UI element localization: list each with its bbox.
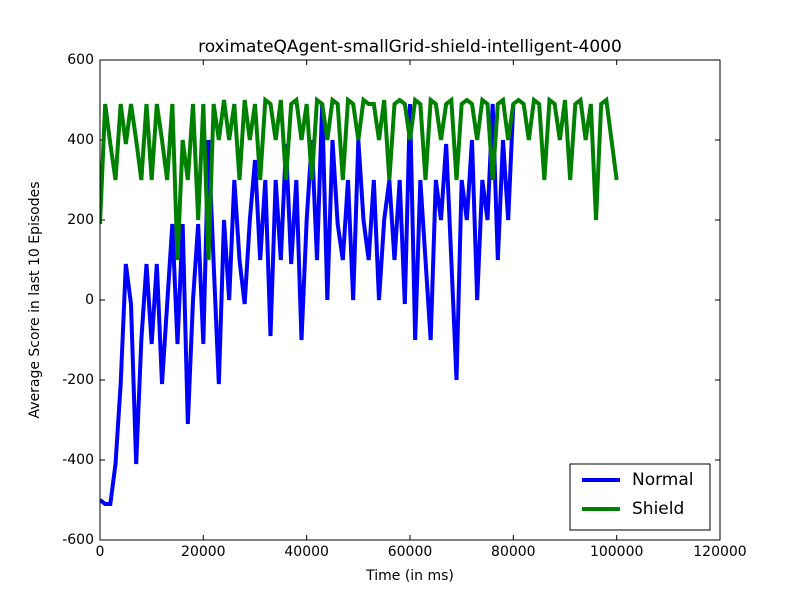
y-tick-label: 0 bbox=[85, 292, 94, 308]
x-tick-label: 40000 bbox=[284, 544, 329, 560]
x-tick-label: 0 bbox=[96, 544, 105, 560]
legend-label: Normal bbox=[632, 470, 694, 490]
chart-title: roximateQAgent-smallGrid-shield-intellig… bbox=[198, 37, 622, 57]
y-tick-label: -400 bbox=[62, 452, 94, 468]
x-tick-label: 60000 bbox=[388, 544, 433, 560]
x-tick-label: 80000 bbox=[491, 544, 536, 560]
legend-label: Shield bbox=[632, 499, 684, 519]
x-tick-label: 120000 bbox=[693, 544, 746, 560]
y-tick-label: 200 bbox=[67, 212, 94, 228]
series-line bbox=[100, 103, 516, 506]
legend-box bbox=[569, 463, 711, 531]
x-tick-label: 100000 bbox=[590, 544, 643, 560]
y-tick-label: 400 bbox=[67, 132, 94, 148]
axes-frame bbox=[99, 59, 721, 541]
x-axis-label: Time (in ms) bbox=[365, 568, 454, 584]
plot-area bbox=[100, 96, 619, 506]
x-tick-label: 20000 bbox=[181, 544, 226, 560]
y-tick-label: 600 bbox=[67, 52, 94, 68]
series-line bbox=[100, 96, 619, 261]
y-axis-label: Average Score in last 10 Episodes bbox=[27, 181, 43, 418]
y-tick-label: -600 bbox=[62, 532, 94, 548]
y-tick-label: -200 bbox=[62, 372, 94, 388]
